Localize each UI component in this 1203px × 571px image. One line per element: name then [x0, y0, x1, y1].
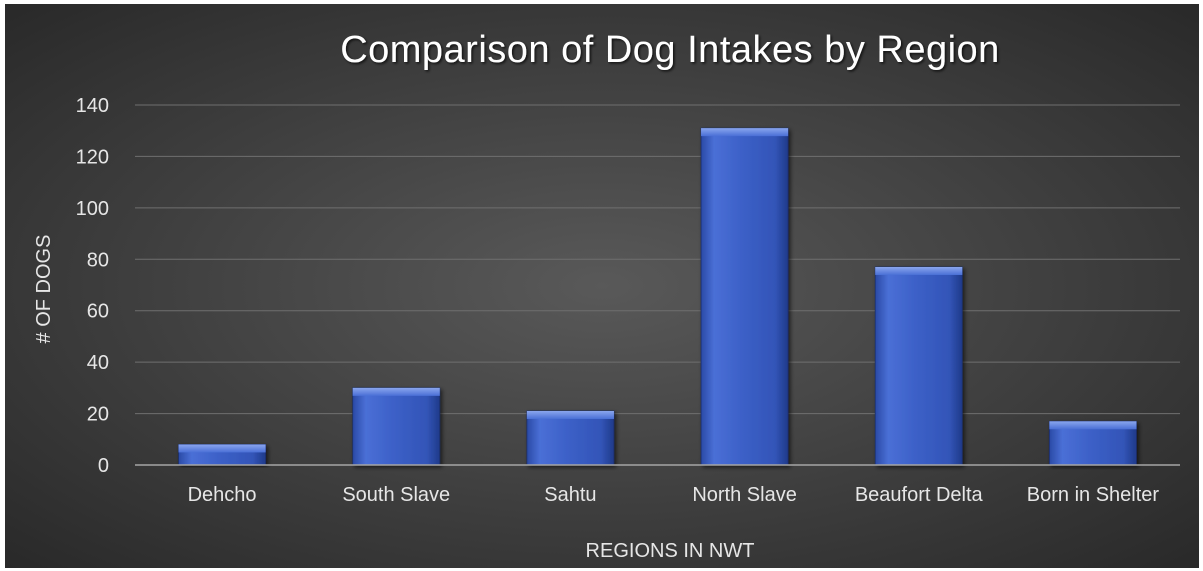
- x-tick-label: Dehcho: [188, 484, 257, 506]
- bar-chart: Comparison of Dog Intakes by Region 0 20 4…: [5, 4, 1199, 568]
- x-tick-label: North Slave: [692, 484, 797, 506]
- y-tick-label: 140: [76, 95, 109, 117]
- bar-cap: [526, 411, 614, 419]
- y-tick-label: 40: [87, 352, 109, 374]
- x-tick-label: South Slave: [342, 484, 450, 506]
- y-tick-label: 20: [87, 404, 109, 426]
- y-tick-label: 60: [87, 301, 109, 323]
- bar: [352, 387, 441, 466]
- y-tick-label: 100: [76, 198, 109, 220]
- bar-cap: [701, 128, 789, 137]
- x-tick-label: Born in Shelter: [1027, 484, 1160, 506]
- y-tick-label: 120: [76, 146, 109, 168]
- bar-north-slave: [700, 127, 789, 466]
- x-axis-ticks: Dehcho South Slave Sahtu North Slave Beaufor…: [188, 484, 1160, 506]
- bar-south-slave: [352, 387, 441, 466]
- bar-cap: [1049, 421, 1137, 430]
- bar: [700, 127, 789, 466]
- bar: [526, 410, 615, 466]
- bars: [178, 127, 1137, 466]
- bar-beaufort-delta: [874, 266, 963, 466]
- bar-born-in-shelter: [1048, 420, 1137, 466]
- x-tick-label: Sahtu: [544, 484, 596, 506]
- chart-frame: Comparison of Dog Intakes by Region 0 20 4…: [5, 4, 1199, 568]
- bar: [874, 266, 963, 466]
- x-axis-label: REGIONS IN NWT: [586, 540, 755, 562]
- y-axis-label: # OF DOGS: [33, 235, 55, 344]
- y-tick-label: 80: [87, 249, 109, 271]
- y-axis-ticks: 0 20 40 60 80 100 120 140: [76, 95, 109, 477]
- chart-background: [5, 4, 1199, 568]
- y-tick-label: 0: [98, 455, 109, 477]
- gridlines: [135, 104, 1180, 415]
- bar-cap: [352, 387, 440, 396]
- bar-sahtu: [526, 410, 615, 466]
- bar-cap: [178, 444, 266, 453]
- bar-dehcho: [178, 444, 267, 466]
- x-tick-label: Beaufort Delta: [855, 484, 984, 506]
- bar-cap: [875, 267, 963, 275]
- chart-title: Comparison of Dog Intakes by Region: [340, 29, 1000, 71]
